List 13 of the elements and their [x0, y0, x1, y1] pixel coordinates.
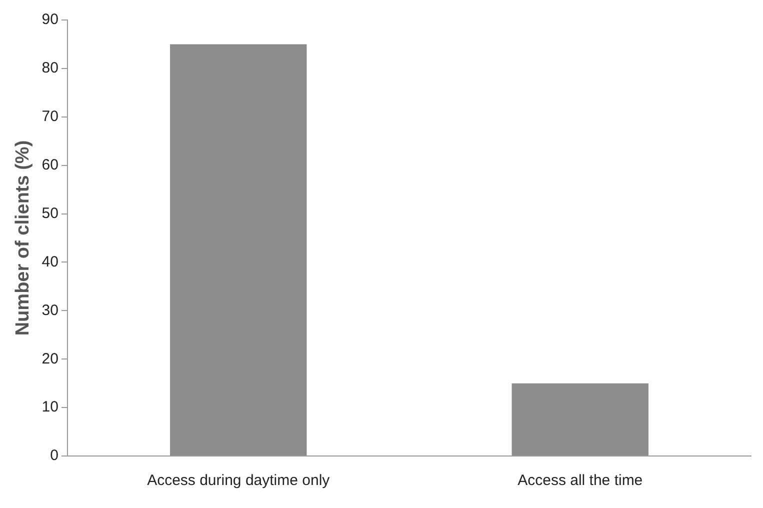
- y-tick-label: 40: [42, 253, 58, 270]
- x-tick-label: Access all the time: [518, 472, 643, 490]
- y-tick-label: 30: [42, 302, 58, 319]
- y-tick-label: 60: [42, 156, 58, 174]
- y-tick-label: 0: [50, 447, 58, 464]
- y-tick-label: 20: [42, 350, 58, 368]
- x-tick-label: Access during daytime only: [147, 472, 330, 490]
- y-tick-label: 50: [42, 204, 58, 222]
- y-tick-label: 10: [42, 398, 58, 416]
- y-axis-title: Number of clients (%): [12, 140, 34, 336]
- y-tick-label: 90: [42, 11, 58, 28]
- y-tick-label: 70: [42, 108, 58, 126]
- y-tick-label: 80: [42, 60, 58, 77]
